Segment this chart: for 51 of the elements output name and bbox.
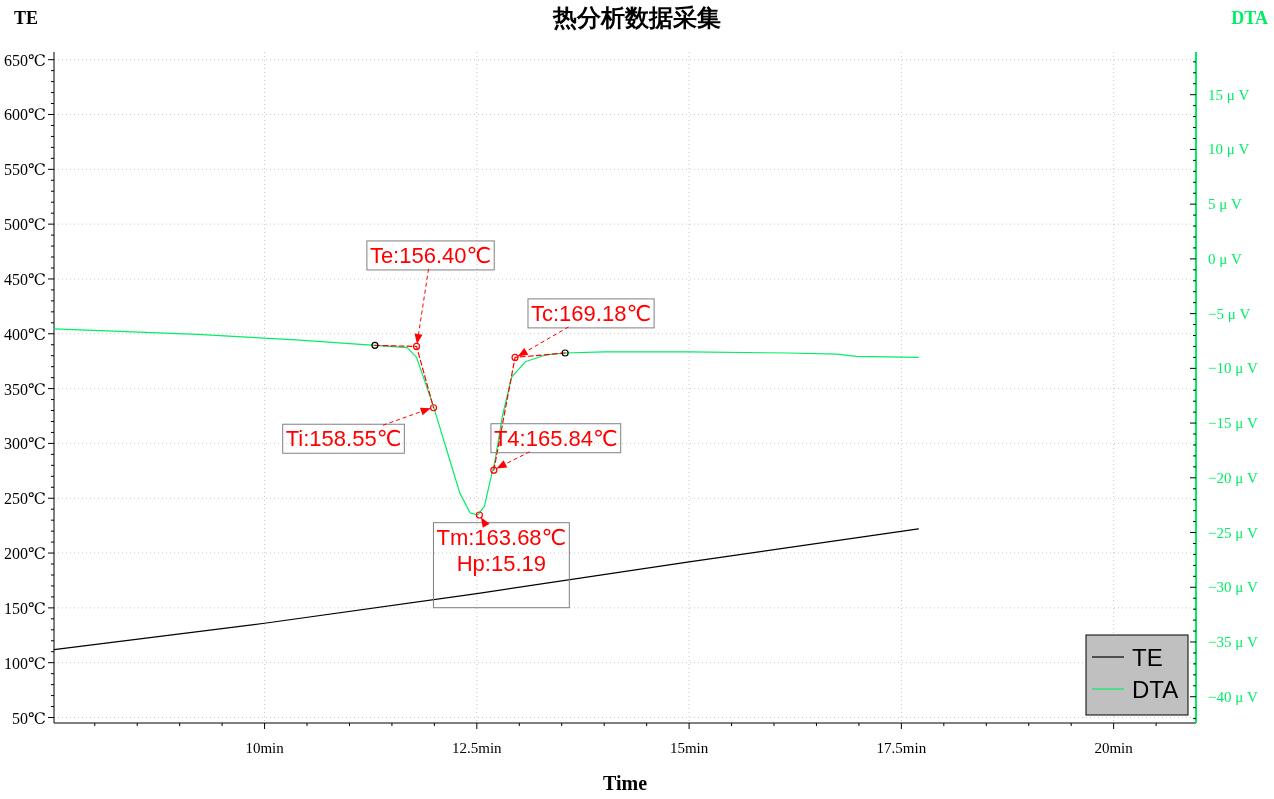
y2-tick-label: −25 μ V xyxy=(1208,524,1258,541)
y2-tick-label: −35 μ V xyxy=(1208,634,1258,650)
annotation: Tm:163.68℃ Hp:15.19 xyxy=(432,517,570,609)
point xyxy=(412,342,421,351)
y-tick-label: 600℃ xyxy=(4,106,46,124)
y-tick-label: 500℃ xyxy=(4,216,46,234)
y-tick-label: 50℃ xyxy=(12,709,46,727)
y2-tick-label: −30 μ V xyxy=(1208,579,1258,596)
y2-tick-label: 15 μ V xyxy=(1208,86,1250,103)
y-tick-label: 300℃ xyxy=(4,435,46,453)
y-tick-label: 350℃ xyxy=(4,380,46,398)
y-tick-label: 200℃ xyxy=(4,545,46,563)
y2-tick-label: −10 μ V xyxy=(1208,360,1258,377)
y2-tick-label: −40 μ V xyxy=(1208,688,1258,705)
point xyxy=(475,511,483,519)
y2-tick-label: −5 μ V xyxy=(1208,305,1251,322)
y-tick-label: 450℃ xyxy=(4,270,46,288)
x-tick-label: 17.5min xyxy=(876,740,927,756)
y-tick-label: 550℃ xyxy=(4,161,46,179)
y2-tick-label: 0 μ V xyxy=(1208,250,1243,267)
y-tick-label: 400℃ xyxy=(4,325,46,343)
point xyxy=(561,349,569,357)
annotation: Ti:158.55℃ xyxy=(285,426,402,452)
y2-tick-label: −15 μ V xyxy=(1208,415,1258,432)
point xyxy=(371,341,379,349)
x-tick-label: 20min xyxy=(1094,740,1134,756)
y2-tick-label: −20 μ V xyxy=(1208,469,1258,486)
y-tick-label: 150℃ xyxy=(4,599,46,617)
point xyxy=(490,466,498,474)
x-axis-title: Time xyxy=(602,772,648,794)
annotation: Tm:163.68℃ Hp:15.19 xyxy=(436,524,567,576)
y-tick-label: 250℃ xyxy=(4,490,46,508)
x-tick-label: 10min xyxy=(245,740,285,756)
point xyxy=(511,353,519,361)
y-tick-label: 100℃ xyxy=(4,654,46,672)
y2-axis-title: DTA xyxy=(1231,8,1268,28)
y-axis-title: TE xyxy=(14,8,39,28)
annotation: Ti:158.55℃ xyxy=(282,407,431,454)
y2-tick-label: 5 μ V xyxy=(1208,196,1243,213)
annotation: Te:156.40℃ xyxy=(369,242,492,268)
legend-label: DTA xyxy=(1132,676,1179,703)
annotation: Tc:169.18℃ xyxy=(530,300,652,326)
y-tick-label: 650℃ xyxy=(4,51,46,69)
annotation: Te:156.40℃ xyxy=(366,240,495,344)
legend-label: TE xyxy=(1132,644,1163,671)
y2-tick-label: 10 μ V xyxy=(1208,141,1250,158)
x-tick-label: 12.5min xyxy=(452,740,503,756)
x-tick-label: 15min xyxy=(669,740,709,756)
annotation: Tc:169.18℃ xyxy=(517,298,655,357)
point xyxy=(429,404,438,412)
chart-title: 热分析数据采集 xyxy=(552,5,721,31)
